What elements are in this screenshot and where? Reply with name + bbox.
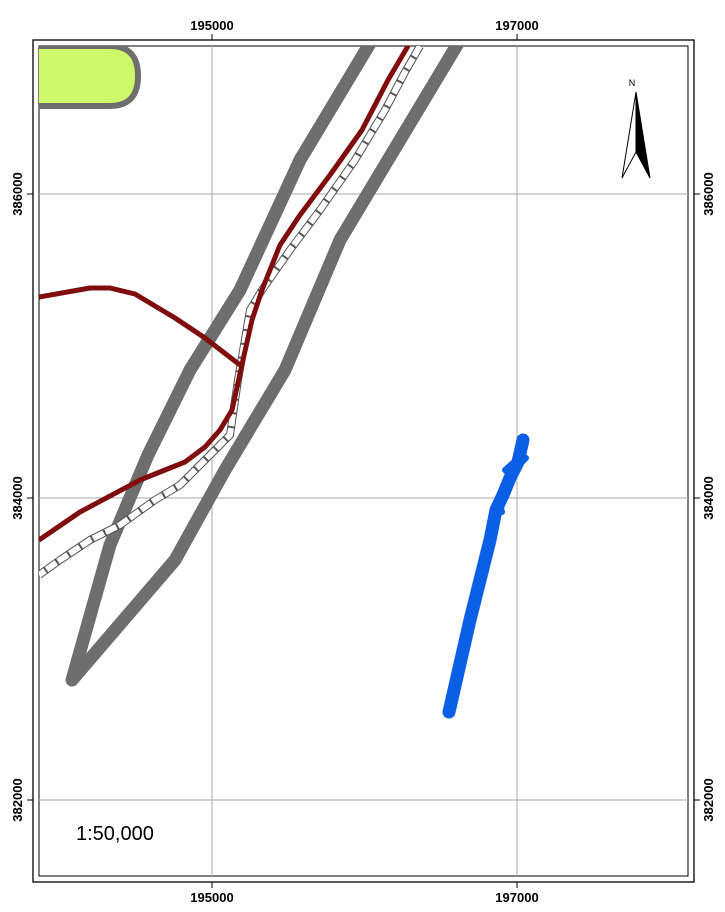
map-frame <box>38 45 689 877</box>
scale-label: 1:50,000 <box>76 823 154 845</box>
x-tick-bottom-195000: 195000 <box>190 890 233 905</box>
road-main <box>39 46 411 543</box>
y-tick-right-384000: 384000 <box>701 476 716 519</box>
road-branch <box>39 285 242 367</box>
y-tick-right-382000: 382000 <box>701 778 716 821</box>
x-tick-top-197000: 197000 <box>495 18 538 33</box>
north-arrow-icon: N <box>621 78 651 179</box>
north-label: N <box>629 78 636 88</box>
landuse-area <box>39 46 142 109</box>
y-tick-right-386000: 386000 <box>701 172 716 215</box>
grid-lines <box>39 46 688 876</box>
y-tick-left-382000: 382000 <box>10 778 25 821</box>
y-tick-left-386000: 386000 <box>10 172 25 215</box>
x-tick-bottom-197000: 197000 <box>495 890 538 905</box>
map-content <box>39 46 688 876</box>
y-tick-left-384000: 384000 <box>10 476 25 519</box>
tick-marks <box>27 34 700 888</box>
x-tick-top-195000: 195000 <box>190 18 233 33</box>
highway-line <box>65 46 464 687</box>
outer-frame <box>32 39 695 883</box>
river-bank <box>489 452 529 515</box>
